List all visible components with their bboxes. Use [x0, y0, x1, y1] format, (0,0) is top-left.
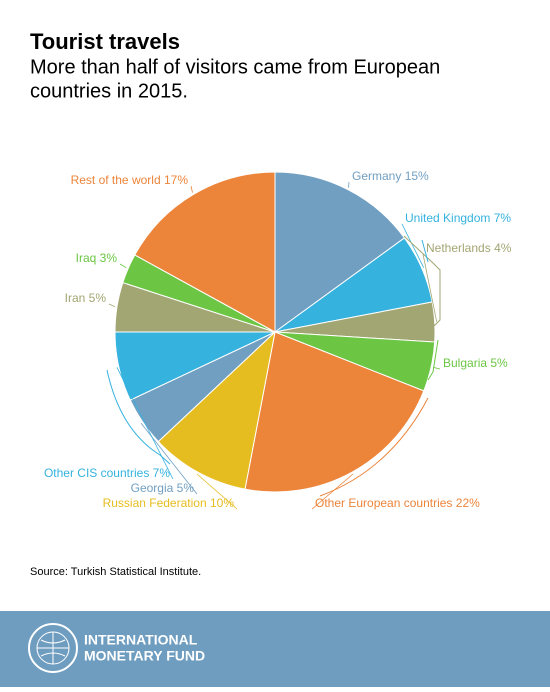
category-name: Netherlands	[426, 241, 491, 255]
slice-label: Iran 5%	[65, 291, 107, 305]
slice-label: Iraq 3%	[76, 251, 118, 265]
leader-line	[422, 253, 438, 322]
bracket	[319, 397, 429, 497]
value-label: 5%	[89, 291, 107, 305]
pie-slice	[244, 331, 425, 493]
chart-subtitle: countries in 2015.	[30, 80, 188, 102]
category-name: Germany	[352, 169, 401, 183]
pie-slice	[274, 171, 406, 333]
value-label: 22%	[456, 496, 480, 510]
slice-label: Georgia 5%	[131, 481, 195, 495]
leader-line	[433, 366, 441, 370]
leader-line	[311, 473, 354, 510]
source-note: Source: Turkish Statistical Institute.	[30, 566, 201, 578]
category-name: Russian Federation	[103, 496, 207, 510]
leader-line	[348, 181, 350, 188]
category-name: Iraq	[76, 251, 97, 265]
slice-label: Rest of the world 17%	[71, 173, 189, 187]
slice-label: Germany 15%	[352, 169, 429, 183]
value-label: 10%	[210, 496, 234, 510]
category-name: United Kingdom	[405, 211, 490, 225]
footer-band	[0, 611, 550, 687]
pie-slice	[134, 171, 276, 333]
category-name: Georgia	[131, 481, 174, 495]
slice-label: Other CIS countries 7%	[44, 466, 170, 480]
bracket	[403, 235, 441, 327]
bracket	[427, 339, 439, 381]
category-name: Other CIS countries	[44, 466, 149, 480]
value-label: 17%	[164, 173, 188, 187]
pie: Germany 15% United Kingdom 7% Netherlands …	[44, 169, 512, 510]
slice-label: Bulgaria 5%	[443, 356, 508, 370]
slice-label: Netherlands 4%	[426, 241, 512, 255]
value-label: 15%	[405, 169, 429, 183]
slice-label: Russian Federation 10%	[103, 496, 235, 510]
footer-text: MONETARY FUND	[84, 648, 205, 664]
category-name: Iran	[65, 291, 86, 305]
slice-label: United Kingdom 7%	[405, 211, 511, 225]
chart-subtitle: More than half of visitors came from Eur…	[30, 56, 440, 78]
bracket	[421, 239, 429, 263]
leader-line	[401, 223, 425, 268]
value-label: 7%	[494, 211, 512, 225]
category-name: Rest of the world	[71, 173, 161, 187]
slice-label: Other European countries 22%	[315, 496, 480, 510]
value-label: 4%	[494, 241, 512, 255]
pie-slice	[157, 330, 276, 490]
category-name: Bulgaria	[443, 356, 487, 370]
leader-line	[119, 263, 127, 269]
value-label: 5%	[177, 481, 195, 495]
chart-title: Tourist travels	[30, 29, 180, 54]
category-name: Other European countries	[315, 496, 452, 510]
brackets	[106, 235, 441, 497]
value-label: 7%	[153, 466, 171, 480]
bracket	[106, 369, 171, 465]
leader-line	[196, 473, 238, 510]
imf-logo	[28, 623, 78, 673]
value-label: 5%	[490, 356, 508, 370]
leader-line	[108, 303, 116, 308]
leader-line	[140, 422, 198, 495]
leader-line	[190, 185, 193, 193]
value-label: 3%	[100, 251, 118, 265]
leader-line	[116, 367, 174, 480]
footer-text: INTERNATIONAL	[84, 632, 198, 648]
